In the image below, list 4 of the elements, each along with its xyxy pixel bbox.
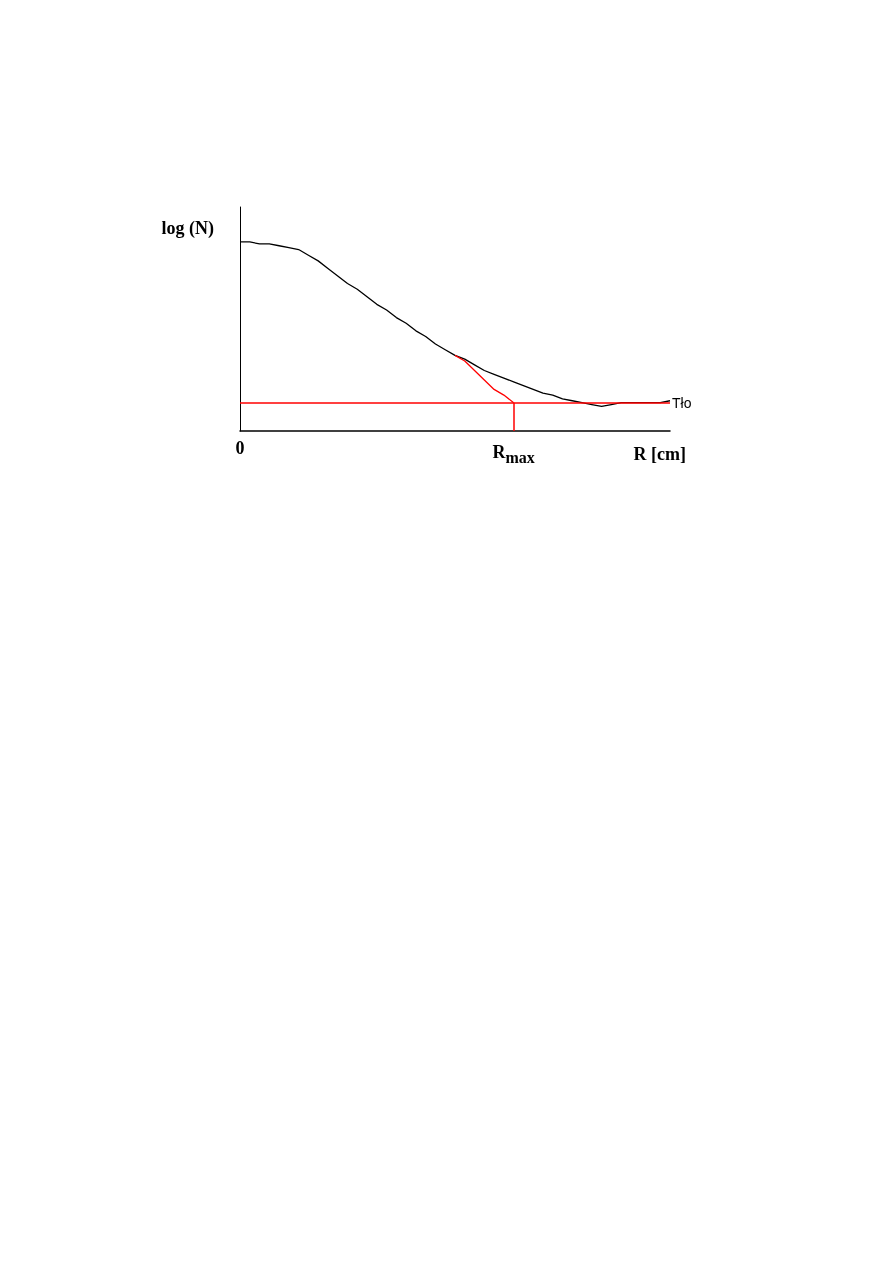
- x-axis-title: R [cm]: [633, 444, 686, 464]
- x-tick-label: 0: [235, 438, 245, 458]
- y-axis-title: log (N): [161, 218, 214, 239]
- ref-line-label: Tło: [672, 394, 692, 411]
